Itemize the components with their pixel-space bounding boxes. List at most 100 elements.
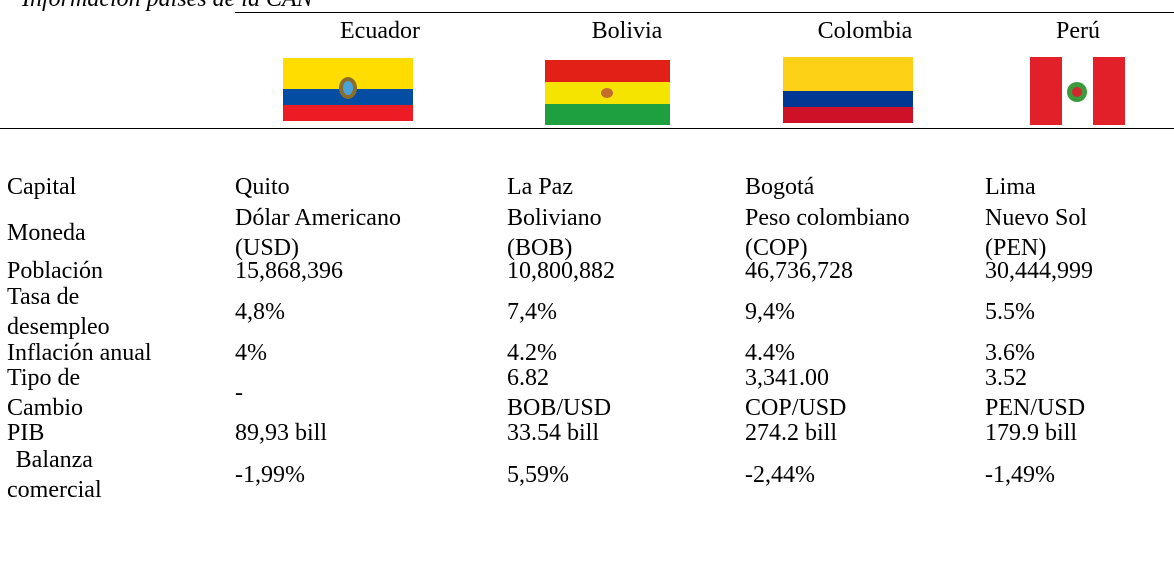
table-cell: 7,4% [507, 282, 557, 342]
cell-line: 5,59% [507, 462, 569, 488]
cell-line: Dólar Americano [235, 205, 401, 231]
cell-line: BOB/USD [507, 395, 612, 421]
cell-line: Lima [985, 174, 1036, 200]
cell-line: 274.2 bill [745, 420, 838, 446]
row-label: Población [7, 256, 103, 286]
cell-line: 10,800,882 [507, 258, 615, 284]
row-label: Capital [7, 172, 76, 202]
table-cell: 33.54 bill [507, 418, 599, 448]
top-rule [235, 12, 1174, 13]
table-cell: 30,444,999 [985, 256, 1093, 286]
label-line: comercial [7, 477, 102, 503]
row-label: Moneda [7, 203, 86, 263]
table-cell: 4% [235, 338, 267, 368]
table-cell: Nuevo Sol (PEN) [985, 203, 1087, 263]
cell-line: 3.6% [985, 340, 1035, 366]
table-cell: 15,868,396 [235, 256, 343, 286]
cell-line: 89,93 bill [235, 420, 328, 446]
cell-line: (USD) [235, 235, 299, 261]
label-line: Población [7, 258, 103, 284]
flag-colombia [783, 57, 913, 123]
cell-line: 7,4% [507, 299, 557, 325]
flag-bolivia [545, 60, 670, 125]
table-cell: Boliviano (BOB) [507, 203, 602, 263]
cell-line: (BOB) [507, 235, 573, 261]
cell-line: Boliviano [507, 205, 602, 231]
label-line: PIB [7, 420, 45, 446]
flag-ecuador [283, 58, 413, 121]
cell-line: Peso colombiano [745, 205, 910, 231]
cell-line: 4.2% [507, 340, 557, 366]
cell-line: Quito [235, 174, 290, 200]
table-cell: Lima [985, 172, 1036, 202]
cell-line: 15,868,396 [235, 258, 343, 284]
cell-line: - [235, 380, 243, 406]
cell-line: COP/USD [745, 395, 847, 421]
cell-line: 6.82 [507, 365, 549, 391]
table-cell: 4.2% [507, 338, 557, 368]
table-cell: Dólar Americano (USD) [235, 203, 401, 263]
table-cell: 179.9 bill [985, 418, 1077, 448]
label-line: Balanza [15, 447, 93, 473]
table-cell: - [235, 363, 243, 423]
flag-peru [1030, 57, 1125, 125]
cell-line: 46,736,728 [745, 258, 853, 284]
table-cell: 6.82 BOB/USD [507, 363, 611, 423]
table-cell: 4,8% [235, 282, 285, 342]
cell-line: 3.52 [985, 365, 1027, 391]
row-label: Inflación anual [7, 338, 152, 368]
cell-line: (PEN) [985, 235, 1047, 261]
table-title: Información países de la CAN [22, 0, 313, 14]
header-rule [0, 128, 1174, 129]
column-header: Colombia [817, 18, 913, 44]
cell-line: 30,444,999 [985, 258, 1093, 284]
table-cell: 9,4% [745, 282, 795, 342]
table-cell: -2,44% [745, 445, 815, 505]
cell-line: 179.9 bill [985, 420, 1078, 446]
row-label: Balanza comercial [7, 445, 102, 505]
cell-line: 9,4% [745, 299, 795, 325]
table-cell: -1,49% [985, 445, 1055, 505]
column-header: Bolivia [591, 18, 663, 44]
label-line: Tipo de [7, 365, 81, 391]
label-line: Moneda [7, 220, 86, 246]
table-cell: 3.6% [985, 338, 1035, 368]
label-line: Cambio [7, 395, 83, 421]
table-cell: Bogotá [745, 172, 814, 202]
label-line: Capital [7, 174, 77, 200]
cell-line: -2,44% [745, 462, 815, 488]
column-header: Ecuador [340, 18, 420, 44]
table-cell: 3.52 PEN/USD [985, 363, 1085, 423]
cell-line: (COP) [745, 235, 808, 261]
cell-line: Bogotá [745, 174, 815, 200]
cell-line: Nuevo Sol [985, 205, 1087, 231]
cell-line: 3,341.00 [745, 365, 829, 391]
cell-line: 4.4% [745, 340, 795, 366]
table-cell: Peso colombiano (COP) [745, 203, 910, 263]
table-cell: -1,99% [235, 445, 305, 505]
table-cell: 5.5% [985, 282, 1035, 342]
cell-line: 33.54 bill [507, 420, 600, 446]
table-cell: Quito [235, 172, 290, 202]
table-cell: La Paz [507, 172, 573, 202]
row-label: Tasa de desempleo [7, 282, 110, 342]
cell-line: -1,99% [235, 462, 305, 488]
table-cell: 5,59% [507, 445, 569, 505]
table-cell: 46,736,728 [745, 256, 853, 286]
cell-line: La Paz [507, 174, 573, 200]
cell-line: -1,49% [985, 462, 1055, 488]
table-cell: 4.4% [745, 338, 795, 368]
table-cell: 274.2 bill [745, 418, 837, 448]
row-label: Tipo de Cambio [7, 363, 83, 423]
row-label: PIB [7, 418, 44, 448]
label-line: desempleo [7, 314, 110, 340]
cell-line: 4% [235, 340, 267, 366]
table-cell: 3,341.00 COP/USD [745, 363, 846, 423]
column-header: Perú [1056, 18, 1100, 44]
cell-line: 4,8% [235, 299, 285, 325]
label-line: Tasa de [7, 284, 80, 310]
table-cell: 10,800,882 [507, 256, 615, 286]
cell-line: PEN/USD [985, 395, 1086, 421]
flags [283, 57, 1125, 125]
